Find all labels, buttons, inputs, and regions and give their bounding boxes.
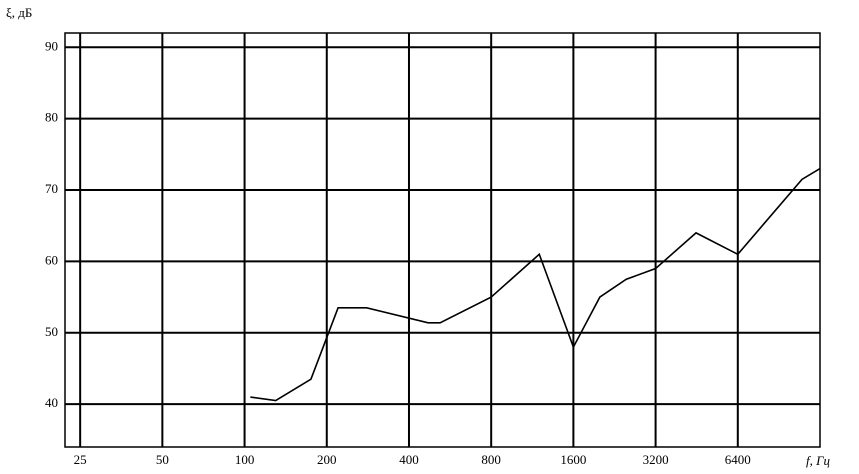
y-tick-label: 40	[45, 395, 58, 410]
x-axis-label: f, Гц	[806, 453, 831, 468]
y-tick-label: 80	[45, 110, 58, 125]
y-axis-label: ξ, дБ	[6, 5, 32, 20]
x-tick-label: 1600	[560, 452, 586, 467]
plot-frame	[64, 32, 821, 448]
x-tick-label: 100	[235, 452, 255, 467]
x-tick-label: 800	[481, 452, 501, 467]
data-line	[250, 167, 821, 402]
x-tick-label: 400	[399, 452, 419, 467]
x-tick-label: 25	[74, 452, 87, 467]
x-tick-label: 6400	[725, 452, 751, 467]
x-tick-label: 3200	[643, 452, 669, 467]
x-tick-label: 200	[317, 452, 337, 467]
y-tick-label: 50	[45, 324, 58, 339]
y-tick-label: 90	[45, 38, 58, 53]
y-tick-label: 70	[45, 181, 58, 196]
x-tick-label: 50	[156, 452, 169, 467]
y-tick-label: 60	[45, 252, 58, 267]
